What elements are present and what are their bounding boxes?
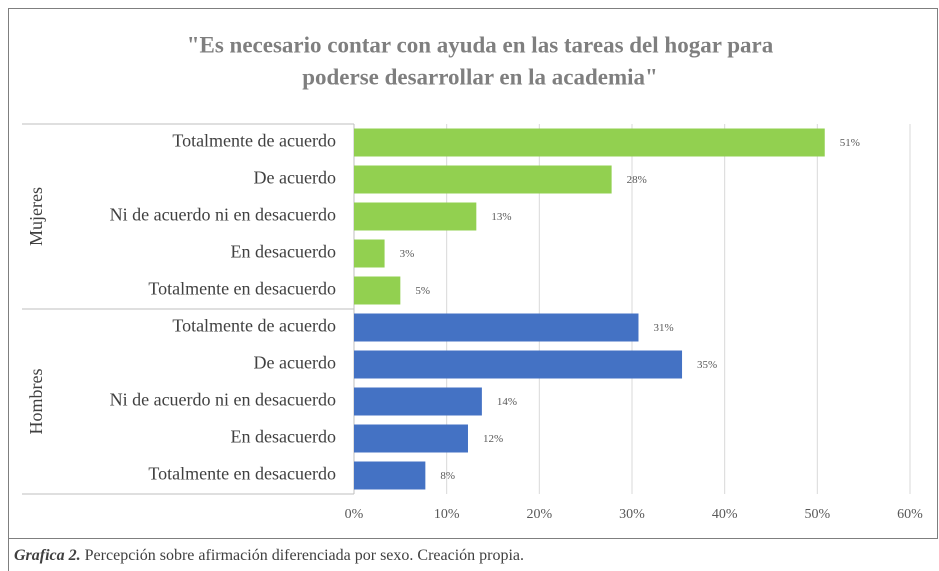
value-label: 12% bbox=[483, 433, 503, 445]
category-label: Ni de acuerdo ni en desacuerdo bbox=[110, 205, 336, 225]
category-label: Totalmente de acuerdo bbox=[172, 316, 336, 336]
bar bbox=[354, 202, 477, 231]
category-label: Totalmente de acuerdo bbox=[172, 131, 336, 151]
bar bbox=[354, 276, 401, 305]
chart-frame bbox=[8, 8, 938, 539]
bar bbox=[354, 313, 639, 342]
bar bbox=[354, 165, 612, 194]
group-label: Mujeres bbox=[26, 187, 46, 246]
x-tick-label: 20% bbox=[526, 507, 552, 522]
category-label: En desacuerdo bbox=[231, 427, 336, 447]
category-label: En desacuerdo bbox=[231, 242, 336, 262]
x-tick-label: 50% bbox=[804, 507, 830, 522]
value-label: 28% bbox=[627, 174, 647, 186]
category-label: Ni de acuerdo ni en desacuerdo bbox=[110, 390, 336, 410]
x-tick-label: 30% bbox=[619, 507, 645, 522]
value-label: 3% bbox=[400, 248, 415, 260]
bar bbox=[354, 387, 482, 416]
value-label: 51% bbox=[840, 137, 860, 149]
value-label: 31% bbox=[653, 322, 673, 334]
bar bbox=[354, 239, 385, 268]
caption-text: Percepción sobre afirmación diferenciada… bbox=[85, 547, 524, 564]
chart-title: poderse desarrollar en la academia" bbox=[302, 64, 658, 89]
x-tick-label: 10% bbox=[434, 507, 460, 522]
bar bbox=[354, 424, 468, 453]
x-tick-label: 60% bbox=[897, 507, 923, 522]
category-label: Totalmente en desacuerdo bbox=[148, 464, 336, 484]
caption-label: Grafica 2. bbox=[14, 547, 81, 564]
bar bbox=[354, 350, 683, 379]
group-label: Hombres bbox=[26, 369, 46, 435]
x-tick-label: 40% bbox=[712, 507, 738, 522]
value-label: 8% bbox=[440, 470, 455, 482]
value-label: 14% bbox=[497, 396, 517, 408]
x-tick-label: 0% bbox=[345, 507, 364, 522]
category-label: De acuerdo bbox=[254, 353, 336, 373]
bar bbox=[354, 128, 825, 157]
value-label: 13% bbox=[491, 211, 511, 223]
bar bbox=[354, 461, 426, 490]
caption: Grafica 2. Percepción sobre afirmación d… bbox=[14, 547, 524, 564]
category-label: Totalmente en desacuerdo bbox=[148, 279, 336, 299]
category-label: De acuerdo bbox=[254, 168, 336, 188]
chart-title: "Es necesario contar con ayuda en las ta… bbox=[187, 32, 774, 57]
value-label: 35% bbox=[697, 359, 717, 371]
value-label: 5% bbox=[415, 285, 430, 297]
